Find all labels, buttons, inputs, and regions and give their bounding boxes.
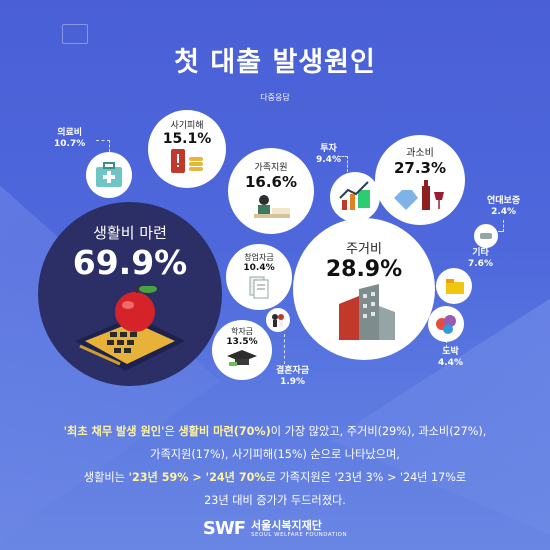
leader-line-investment [338,156,348,172]
bubble-value: 13.5% [226,337,258,347]
label-value: 10.7% [54,139,86,149]
bubble-label: 창업자금 [244,253,274,262]
bubble-value: 28.9% [325,257,403,282]
label-medical: 의료비 10.7% [54,128,85,150]
bubble-investment [330,172,380,222]
leader-line-joint [498,220,504,232]
label-name: 연대보증 [487,196,521,206]
first-aid-kit-icon [96,162,122,187]
apartment-building-icon [339,284,395,340]
highlight-text: 생활비 마련(70%) [178,425,271,438]
bubble-value: 15.1% [162,131,212,147]
phone-warning-coins-icon [171,149,203,173]
label-value: 7.6% [468,259,493,269]
bubble-medical [86,152,132,198]
apple-calculator-icon [75,286,185,371]
page-subtitle: 다중응답 [260,93,290,102]
label-joint-guarantee: 연대보증 2.4% [487,196,520,218]
bubble-label: 과소비 [406,148,434,159]
bubble-value: 69.9% [72,243,188,282]
bubble-value: 16.6% [244,173,298,191]
folder-icon [446,279,464,294]
bubble-startup: 창업자금 10.4% [226,244,292,310]
bubble-label: 가족지원 [254,163,288,173]
bubble-housing: 주거비 28.9% [293,218,435,360]
bubble-wedding [266,308,290,332]
bubble-living-expenses: 생활비 마련 69.9% [38,202,222,386]
bubble-label: 생활비 마련 [93,224,167,242]
documents-icon [249,276,269,299]
label-name: 의료비 [57,128,83,138]
highlight-text: '23년 59% > '24년 70% [128,471,266,484]
leader-line-medical [96,140,110,152]
label-name: 도박 [442,347,459,357]
bubble-label: 사기피해 [170,121,204,131]
label-value: 4.4% [438,358,463,368]
bubble-joint-guarantee [474,224,498,248]
label-value: 1.9% [280,377,306,387]
label-value: 9.4% [316,155,341,165]
label-name: 기타 [472,248,489,258]
org-name-en: SEOUL WELFARE FOUNDATION [251,531,348,538]
description-line-1: '최초 채무 발생 원인'은 생활비 마련(70%)이 가장 많았고, 주거비(… [20,420,530,443]
bubble-gambling [428,306,464,342]
label-investment: 투자 9.4% [316,144,341,166]
bubble-value: 10.4% [243,263,275,273]
label-name: 결혼자금 [276,366,310,376]
bubble-label: 학자금 [230,327,254,336]
wedding-couple-icon [272,314,284,327]
leader-line-wedding [284,334,290,364]
text: 로 가족지원은 '23년 3% > '24년 17%로 [265,471,467,484]
presentation-board-icon [62,24,88,44]
bubble-tuition: 학자금 13.5% [212,320,272,380]
label-other: 기타 7.6% [468,248,493,270]
casino-chips-icon [436,315,456,334]
description: '최초 채무 발생 원인'은 생활비 마련(70%)이 가장 많았고, 주거비(… [20,420,530,512]
foundation-logo: SWF [202,518,246,539]
text: 은 [164,425,179,438]
bubble-fraud: 사기피해 15.1% [148,110,226,188]
bubble-overspending: 과소비 27.3% [375,135,465,225]
handshake-icon [480,233,492,239]
bubble-value: 27.3% [393,159,447,177]
label-wedding: 결혼자금 1.9% [276,366,309,388]
org-block: 서울시복지재단 SEOUL WELFARE FOUNDATION [251,518,348,538]
footer: SWF 서울시복지재단 SEOUL WELFARE FOUNDATION [0,518,550,539]
page-title: 첫 대출 발생원인 [174,47,376,78]
description-line-4: 23년 대비 증가가 두드러졌다. [204,494,346,507]
graduation-cap-icon [227,350,257,366]
investment-chart-icon [339,181,370,210]
bubble-other [436,268,472,304]
text: 이 가장 많았고, 주거비(29%), 과소비(27%), [270,425,487,438]
leader-line-gambling [446,340,450,348]
bubble-label: 주거비 [346,242,382,257]
diamond-wine-icon [394,180,444,210]
label-value: 2.4% [491,207,517,217]
description-line-2: 가족지원(17%), 사기피해(15%) 순으로 나타났으며, [150,448,400,461]
label-gambling: 도박 4.4% [438,347,463,369]
org-name: 서울시복지재단 [251,518,322,532]
label-name: 투자 [320,144,337,154]
person-documents-icon [254,195,290,218]
description-line-3: 생활비는 '23년 59% > '24년 70%로 가족지원은 '23년 3% … [20,466,530,489]
highlight-text: '최초 채무 발생 원인' [63,425,165,438]
text: 생활비는 [83,471,129,484]
bubble-family-support: 가족지원 16.6% [228,148,314,234]
